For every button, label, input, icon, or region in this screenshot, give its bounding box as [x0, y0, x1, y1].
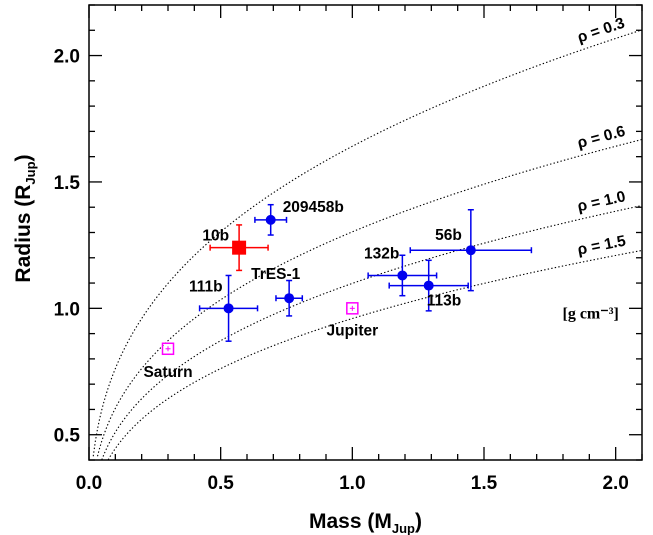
x-tick-label-1: 0.5 [207, 473, 234, 494]
point-label-jupiter: Jupiter [326, 322, 378, 339]
marker-10b [232, 240, 247, 255]
x-tick-label-0: 0.0 [76, 473, 102, 494]
marker-saturn [161, 342, 175, 356]
x-tick-label-2: 1.0 [339, 473, 365, 494]
y-axis-title-main: Radius (R [12, 185, 35, 283]
density-curve-1 [96, 138, 643, 457]
y-axis-title-sub: Jup [23, 161, 38, 184]
point-label-tres-1: TrES-1 [251, 266, 300, 283]
density-curve-label-3: ρ = 1.5 [576, 232, 628, 258]
y-tick-label-3: 2.0 [54, 47, 80, 68]
axis-ticks [88, 4, 643, 461]
error-bars [198, 203, 533, 342]
point-label-113b: 113b [427, 293, 461, 310]
plot-frame [88, 4, 643, 461]
marker-111b [223, 303, 234, 314]
point-label-132b: 132b [364, 245, 399, 262]
x-axis-title: Mass (MJup) [309, 510, 422, 535]
density-curve-0 [92, 29, 643, 457]
density-unit-label: [g cm⁻³] [562, 305, 618, 322]
density-curves [92, 29, 643, 461]
density-curve-label-2: ρ = 1.0 [576, 188, 627, 215]
marker-209458b [265, 214, 276, 225]
data-markers [161, 214, 476, 356]
point-label-saturn: Saturn [143, 364, 192, 381]
x-axis-title-sub: Jup [392, 521, 415, 535]
marker-56b [465, 245, 476, 256]
y-axis-title: Radius (RJup) [12, 154, 38, 282]
density-curve-label-1: ρ = 0.6 [576, 123, 628, 152]
point-label-111b: 111b [189, 278, 223, 295]
point-label-10b: 10b [202, 228, 229, 245]
point-label-56b: 56b [435, 227, 462, 244]
plot-border [88, 4, 643, 461]
x-axis-title-main: Mass (M [309, 510, 392, 533]
y-axis-title-end: ) [12, 154, 35, 161]
y-tick-label-1: 1.0 [54, 299, 80, 320]
density-curve-label-0: ρ = 0.3 [575, 15, 627, 47]
marker-tres-1 [284, 293, 295, 304]
density-curve-2 [101, 204, 643, 461]
point-label-209458b: 209458b [283, 199, 344, 216]
x-tick-label-4: 2.0 [602, 473, 628, 494]
x-axis-title-end: ) [415, 510, 422, 533]
marker-132b [397, 270, 408, 281]
marker-jupiter [346, 302, 359, 315]
y-tick-label-2: 1.5 [54, 173, 81, 194]
x-tick-label-3: 1.5 [471, 473, 498, 494]
marker-113b [423, 280, 434, 291]
y-tick-label-0: 0.5 [54, 426, 81, 447]
